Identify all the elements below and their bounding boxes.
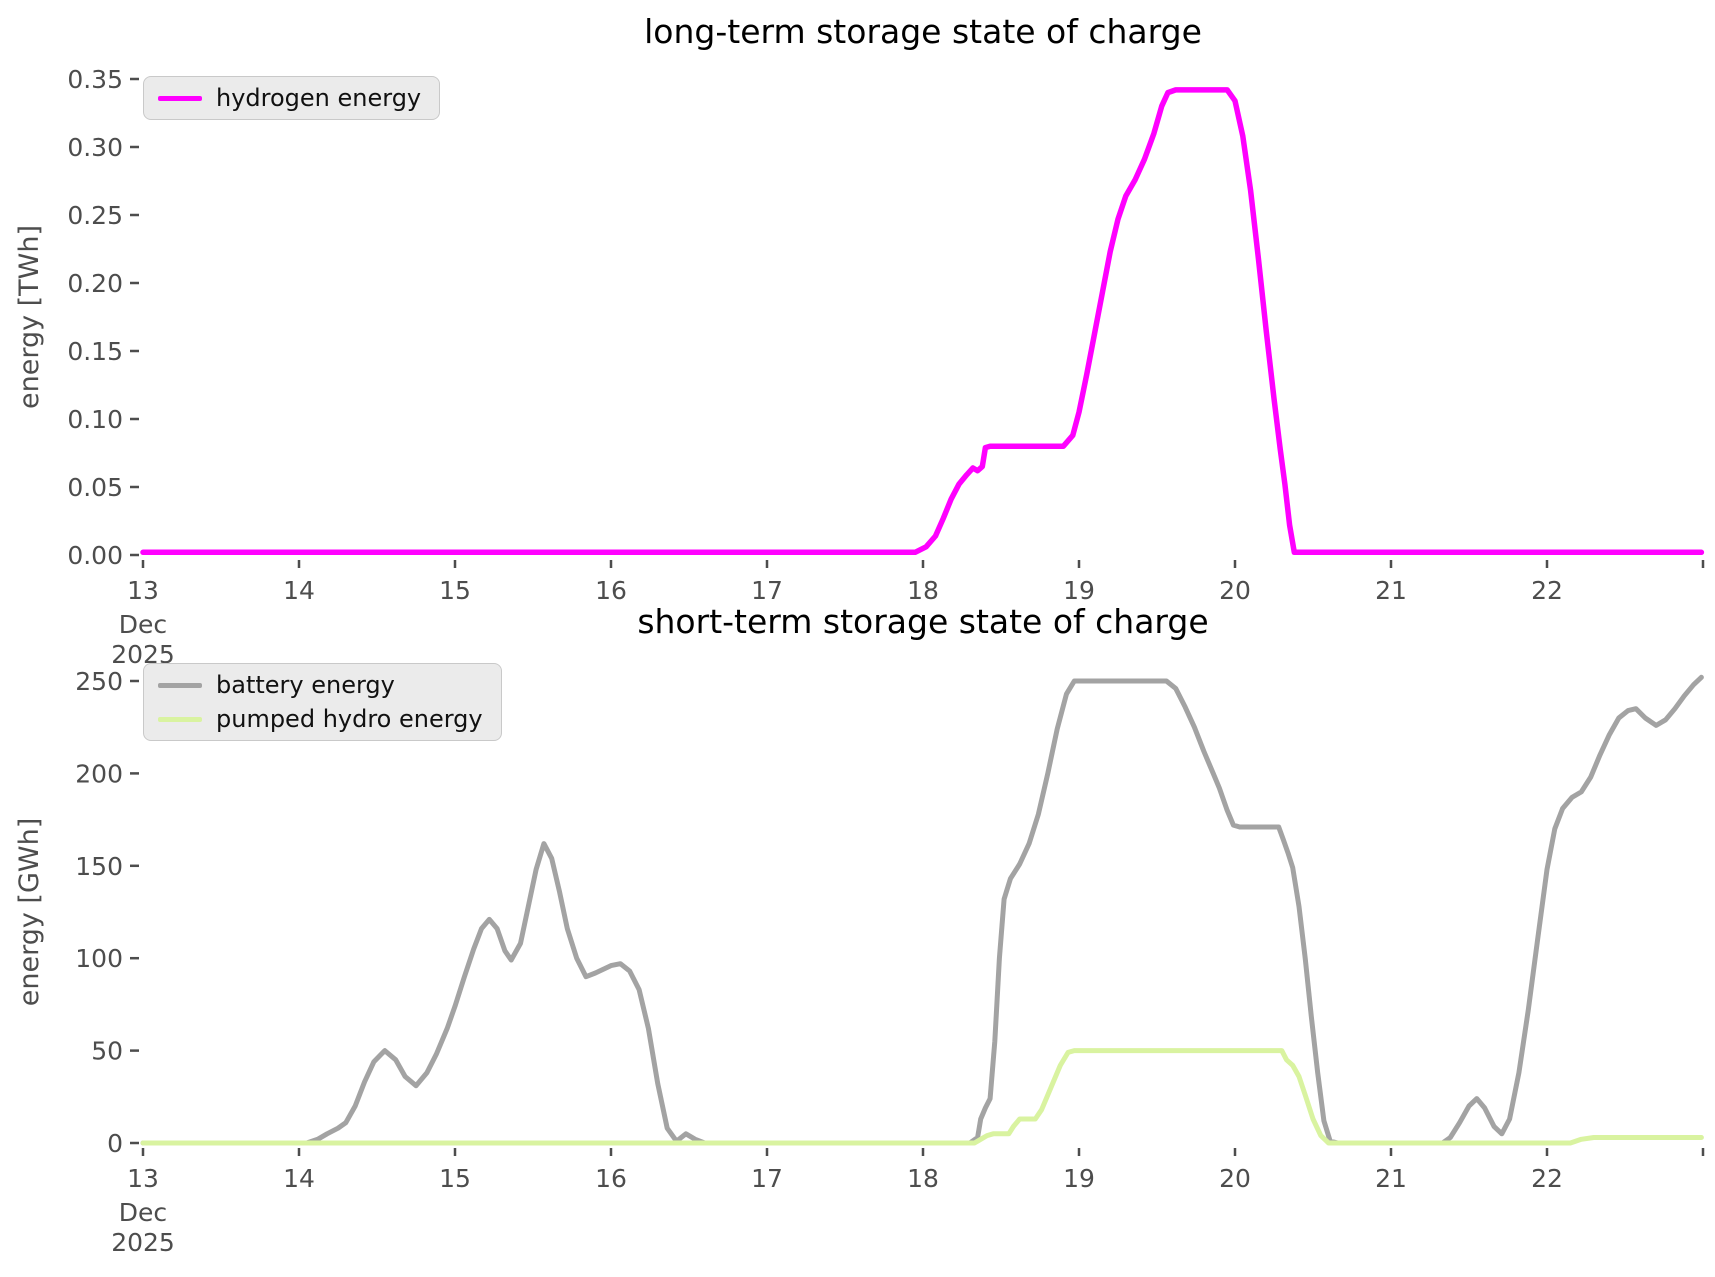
svg-text:22: 22 [1531, 576, 1563, 605]
svg-text:0: 0 [107, 1129, 123, 1158]
chart-title-short-term: short-term storage state of charge [637, 602, 1209, 641]
svg-text:13: 13 [127, 576, 159, 605]
svg-text:14: 14 [283, 1164, 315, 1193]
svg-text:22: 22 [1531, 1164, 1563, 1193]
legend-label: pumped hydro energy [216, 705, 483, 733]
svg-text:0.15: 0.15 [67, 337, 123, 366]
legend-item: hydrogen energy [158, 81, 421, 115]
svg-text:16: 16 [595, 576, 627, 605]
svg-text:20: 20 [1219, 576, 1251, 605]
svg-text:50: 50 [91, 1037, 123, 1066]
svg-text:21: 21 [1375, 576, 1407, 605]
svg-text:18: 18 [907, 576, 939, 605]
svg-text:17: 17 [751, 1164, 783, 1193]
legend-item: battery energy [158, 668, 483, 702]
svg-text:15: 15 [439, 1164, 471, 1193]
svg-text:0.20: 0.20 [67, 269, 123, 298]
chart-title-long-term: long-term storage state of charge [644, 12, 1202, 51]
svg-text:0.10: 0.10 [67, 405, 123, 434]
legend-label: battery energy [216, 671, 395, 699]
legend-label: hydrogen energy [216, 84, 422, 112]
pumped-hydro-line-swatch [158, 716, 202, 722]
svg-text:21: 21 [1375, 1164, 1407, 1193]
svg-text:0.25: 0.25 [67, 201, 123, 230]
y-axis-label-twh: energy [TWh] [14, 224, 45, 410]
svg-text:100: 100 [75, 944, 123, 973]
svg-text:200: 200 [75, 759, 123, 788]
legend-short-term: battery energy pumped hydro energy [143, 663, 502, 741]
svg-text:19: 19 [1063, 1164, 1095, 1193]
svg-text:19: 19 [1063, 576, 1095, 605]
svg-text:Dec: Dec [119, 610, 167, 639]
svg-text:14: 14 [283, 576, 315, 605]
svg-text:0.35: 0.35 [67, 65, 123, 94]
svg-text:0.00: 0.00 [67, 541, 123, 570]
svg-text:2025: 2025 [111, 1228, 175, 1257]
svg-text:250: 250 [75, 667, 123, 696]
y-axis-label-gwh: energy [GWh] [14, 817, 45, 1007]
svg-text:18: 18 [907, 1164, 939, 1193]
svg-text:Dec: Dec [119, 1198, 167, 1227]
svg-text:0.30: 0.30 [67, 133, 123, 162]
svg-text:0.05: 0.05 [67, 473, 123, 502]
svg-text:150: 150 [75, 852, 123, 881]
svg-text:15: 15 [439, 576, 471, 605]
svg-text:13: 13 [127, 1164, 159, 1193]
battery-line-swatch [158, 682, 202, 688]
svg-text:17: 17 [751, 576, 783, 605]
legend-long-term: hydrogen energy [143, 76, 441, 120]
svg-text:20: 20 [1219, 1164, 1251, 1193]
hydrogen-line-swatch [158, 95, 202, 101]
legend-item: pumped hydro energy [158, 702, 483, 736]
svg-text:16: 16 [595, 1164, 627, 1193]
